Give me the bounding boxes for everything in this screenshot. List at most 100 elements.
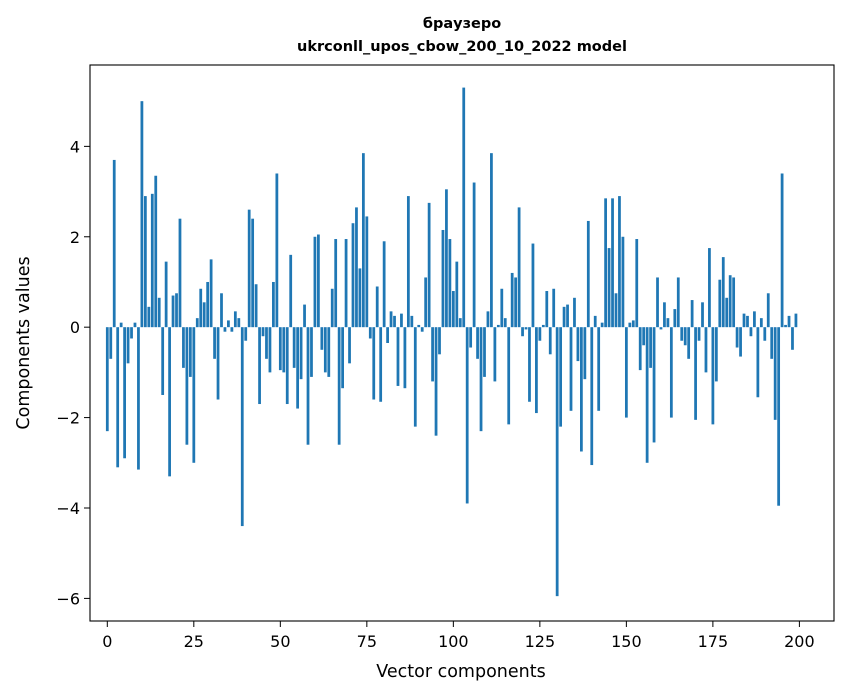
bar xyxy=(652,327,656,443)
bar xyxy=(126,327,130,364)
bar xyxy=(161,327,165,395)
bar xyxy=(240,327,244,527)
x-tick-label: 75 xyxy=(357,632,377,651)
bar xyxy=(507,327,511,425)
y-tick-label: −4 xyxy=(56,499,80,518)
bar xyxy=(708,248,711,328)
bar xyxy=(753,311,756,328)
bar xyxy=(341,327,344,389)
bar xyxy=(313,236,317,328)
bar xyxy=(697,327,701,341)
bar xyxy=(521,327,524,337)
bar xyxy=(711,327,715,425)
y-tick-label: 4 xyxy=(70,137,80,156)
bar xyxy=(157,297,161,328)
bar xyxy=(739,327,742,357)
bar xyxy=(438,327,441,355)
y-tick-label: 0 xyxy=(70,318,80,337)
bar xyxy=(445,189,448,328)
bar xyxy=(773,327,777,420)
bar xyxy=(628,322,632,328)
bar xyxy=(701,302,704,328)
bar xyxy=(247,209,251,328)
bar xyxy=(306,327,310,445)
bar xyxy=(614,293,618,328)
x-tick-label: 200 xyxy=(784,632,815,651)
bar xyxy=(683,327,687,346)
x-tick-label: 150 xyxy=(611,632,642,651)
x-axis-label: Vector components xyxy=(376,662,545,682)
bar xyxy=(365,216,369,328)
bar xyxy=(673,309,677,328)
bar xyxy=(569,327,573,411)
bar xyxy=(168,327,171,477)
bar xyxy=(434,327,438,436)
bar xyxy=(272,281,275,328)
chart-title: браузеро xyxy=(423,16,501,32)
bar xyxy=(756,327,760,398)
bar xyxy=(455,261,459,328)
bar xyxy=(787,315,791,328)
bar xyxy=(420,327,424,332)
bar xyxy=(687,327,691,359)
bar xyxy=(406,196,410,328)
bar xyxy=(393,315,396,328)
bar xyxy=(216,327,220,400)
bar xyxy=(503,318,507,328)
bar xyxy=(105,327,109,432)
bar xyxy=(178,218,182,328)
x-tick-label: 175 xyxy=(698,632,729,651)
bar xyxy=(728,275,732,328)
bar xyxy=(375,286,379,328)
bar xyxy=(441,229,445,328)
bar xyxy=(361,153,365,328)
bar xyxy=(559,327,563,427)
bar xyxy=(303,304,306,328)
bar xyxy=(143,196,147,328)
bar xyxy=(476,327,479,359)
bar xyxy=(746,315,749,328)
bar xyxy=(355,207,358,328)
bar xyxy=(548,327,552,355)
bar xyxy=(618,196,621,328)
bar xyxy=(535,327,538,414)
bar xyxy=(223,327,227,332)
bar xyxy=(431,327,434,382)
bar xyxy=(777,327,781,506)
bar xyxy=(694,327,697,420)
bar xyxy=(555,327,559,597)
bar xyxy=(237,318,241,328)
bar xyxy=(621,236,625,328)
bar xyxy=(704,327,708,373)
bar xyxy=(109,327,113,359)
bar xyxy=(261,327,265,337)
bar xyxy=(759,318,763,328)
bar xyxy=(351,223,355,328)
bar xyxy=(278,327,282,371)
y-axis-ticks: −6 −4 −2 0 2 4 xyxy=(56,137,90,608)
bar xyxy=(268,327,272,373)
x-axis-ticks: 0 25 50 75 100 125 150 175 200 xyxy=(102,621,815,651)
bar xyxy=(320,327,324,350)
bar xyxy=(133,322,137,328)
bar xyxy=(642,327,646,346)
bar xyxy=(258,327,261,405)
bar xyxy=(465,327,469,504)
bar xyxy=(472,182,476,328)
bar xyxy=(725,297,729,328)
bar xyxy=(368,327,372,339)
x-tick-label: 100 xyxy=(438,632,469,651)
y-tick-label: −6 xyxy=(56,589,80,608)
bar xyxy=(282,327,286,373)
bar xyxy=(735,327,739,348)
bar xyxy=(479,327,483,432)
bar xyxy=(718,279,722,328)
bar xyxy=(604,198,607,328)
bar xyxy=(327,327,331,377)
y-axis-label: Components values xyxy=(14,256,34,429)
bar xyxy=(784,324,787,328)
bar xyxy=(483,327,486,377)
bar xyxy=(289,254,293,328)
bar xyxy=(171,295,175,328)
bar xyxy=(645,327,649,463)
